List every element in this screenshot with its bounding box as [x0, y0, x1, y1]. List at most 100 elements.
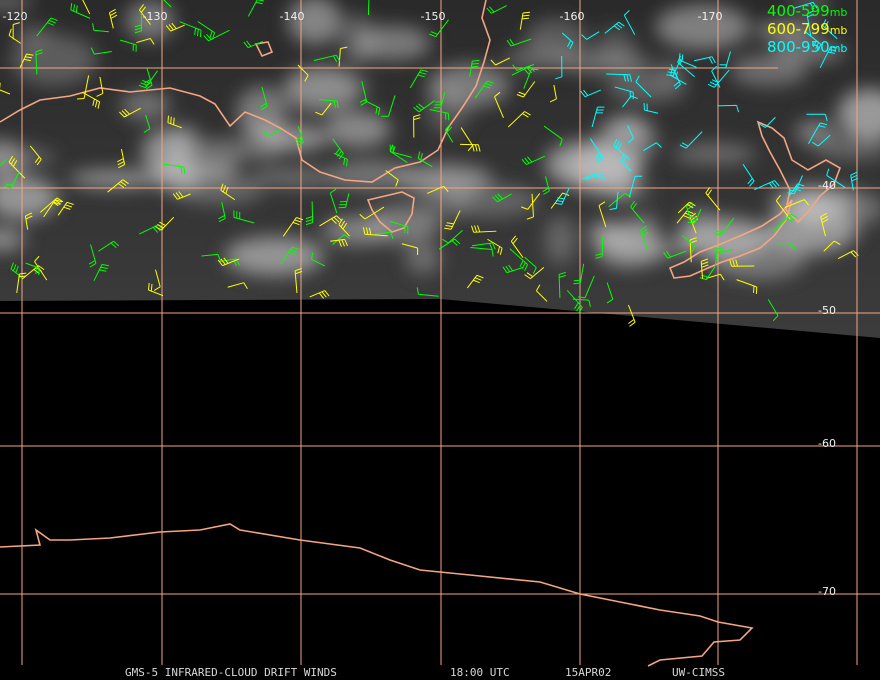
wind-barb	[92, 23, 109, 33]
wind-barb	[88, 244, 97, 268]
wind-barb	[148, 282, 164, 297]
wind-barbs	[0, 0, 859, 327]
wind-barb	[558, 271, 567, 298]
footer-text: UW-CIMSS	[672, 666, 725, 679]
wind-barb	[494, 91, 504, 119]
wind-barb	[676, 210, 694, 224]
wind-barb	[604, 21, 625, 34]
wind-barb	[389, 144, 408, 164]
wind-barb	[119, 107, 141, 118]
wind-barb	[561, 32, 574, 50]
wind-barb	[580, 89, 601, 98]
wind-barb	[262, 129, 282, 137]
wind-barb	[713, 247, 735, 254]
wind-barb	[429, 19, 449, 38]
cloud	[504, 45, 576, 71]
cloud	[837, 88, 880, 140]
wind-barb	[413, 114, 421, 138]
legend-unit: mb	[830, 6, 848, 19]
cloud	[68, 170, 162, 188]
wind-barb	[35, 49, 43, 75]
legend-entry: 600-799mb	[767, 20, 847, 38]
wind-barb	[315, 102, 332, 116]
wind-barb	[486, 5, 507, 14]
wind-barb	[77, 75, 90, 100]
wind-barb	[474, 80, 494, 99]
footer-text: GMS-5 INFRARED-CLOUD DRIFT WINDS	[125, 666, 337, 679]
wind-barb	[687, 208, 702, 224]
wind-barb	[12, 22, 20, 40]
wind-barb	[138, 70, 159, 89]
wind-barb	[442, 229, 463, 244]
wind-barb	[578, 275, 595, 299]
wind-barb	[700, 258, 709, 279]
wind-barb	[788, 183, 805, 197]
footer-text: 15APR02	[565, 666, 611, 679]
wind-barb	[139, 4, 151, 25]
cloud	[596, 26, 635, 65]
wind-barb	[589, 138, 604, 164]
cloud	[595, 115, 657, 164]
wind-barb	[172, 191, 191, 200]
cloud	[673, 143, 756, 165]
wind-barb	[16, 272, 27, 293]
wind-barb	[359, 206, 385, 220]
wind-barb	[806, 113, 828, 122]
cloud	[808, 189, 880, 227]
cloud	[594, 229, 664, 267]
wind-barb	[507, 111, 531, 128]
cloud	[325, 110, 391, 148]
wind-barb	[595, 236, 604, 259]
wind-barb	[613, 139, 630, 160]
wind-barb	[332, 138, 344, 160]
cloud	[655, 4, 750, 50]
wind-barb	[773, 213, 798, 232]
footer: GMS-5 INFRARED-CLOUD DRIFT WINDS 18:00 UT…	[125, 666, 725, 679]
cloud	[544, 215, 577, 264]
wind-barb	[705, 187, 721, 211]
wind-barb	[338, 218, 350, 237]
wind-barb	[512, 63, 535, 71]
legend-unit: mb	[830, 42, 848, 55]
wind-barb	[640, 225, 649, 252]
wind-barb	[689, 212, 699, 234]
wind-barb	[247, 0, 265, 17]
wind-barb	[573, 263, 585, 285]
wind-barb	[25, 262, 40, 276]
wind-barb	[82, 0, 91, 15]
wind-barb	[643, 142, 662, 152]
wind-barb	[694, 56, 716, 64]
wind-barb	[627, 125, 634, 144]
wind-barb	[155, 216, 175, 231]
longitude-label: -150	[421, 10, 446, 23]
legend-unit: mb	[830, 24, 848, 37]
wind-barb	[201, 253, 221, 262]
cloud	[251, 167, 344, 188]
wind-barb	[24, 212, 33, 230]
wind-barb	[119, 39, 137, 52]
wind-barb	[138, 224, 164, 235]
longitude-label: -140	[280, 10, 305, 23]
wind-barb	[622, 95, 638, 108]
wind-barb	[409, 69, 428, 89]
wind-barb	[729, 259, 755, 267]
wind-barb	[850, 171, 859, 191]
wind-barb	[227, 282, 248, 289]
wind-barb	[82, 91, 101, 109]
wind-barb	[812, 134, 831, 147]
wind-barb	[332, 234, 351, 246]
wind-barb	[677, 55, 695, 78]
wind-barb	[466, 274, 484, 289]
wind-barb	[233, 210, 255, 224]
wind-barb	[823, 240, 841, 252]
cloud	[729, 54, 808, 87]
wind-barb	[524, 266, 545, 280]
wind-barb	[167, 115, 182, 129]
wind-barb	[677, 201, 696, 214]
wind-barb	[389, 220, 409, 234]
wind-barb	[90, 47, 112, 55]
wind-barb	[295, 126, 304, 147]
wind-barb	[319, 215, 342, 227]
wind-barb	[623, 10, 636, 35]
wind-barb	[96, 76, 104, 97]
